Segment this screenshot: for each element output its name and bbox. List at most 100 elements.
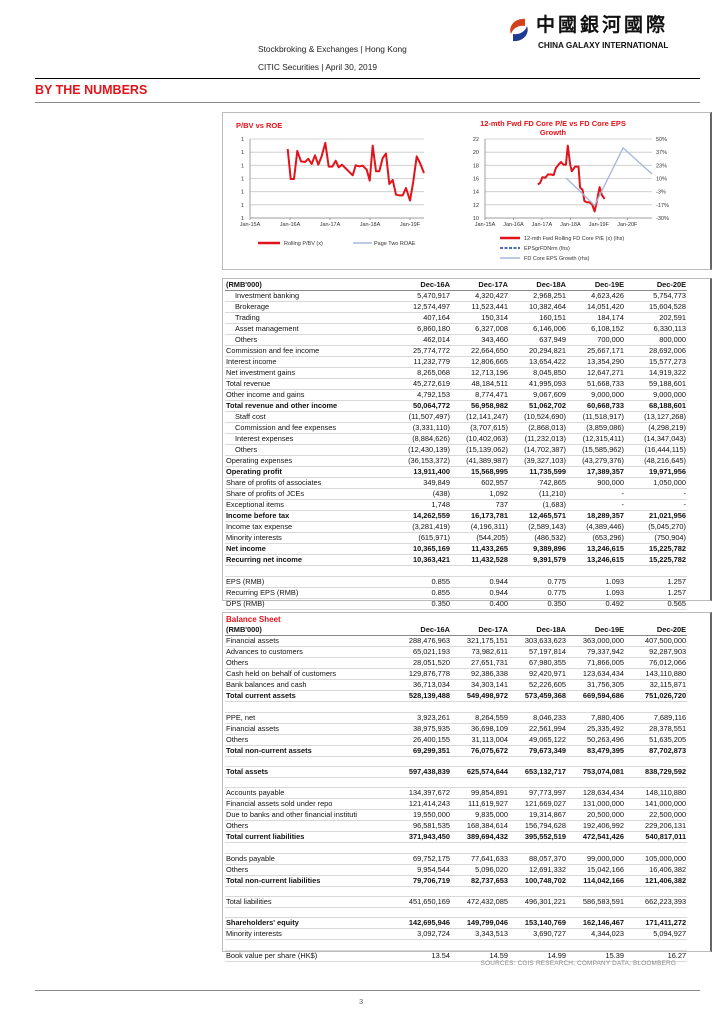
cell-value: 87,702,873 bbox=[625, 745, 688, 757]
table-row: Net income 10,365,169 11,433,265 9,389,896 1… bbox=[225, 543, 687, 556]
column-header: (RMB'000) bbox=[225, 280, 393, 292]
cell-value: 19,550,000 bbox=[393, 809, 451, 822]
cell-value: 184,174 bbox=[567, 312, 625, 325]
cell-value: 31,113,004 bbox=[451, 734, 509, 746]
cell-value: 15,577,273 bbox=[625, 356, 687, 369]
cell-value: 51,062,702 bbox=[509, 400, 567, 413]
cell-value: 753,074,081 bbox=[567, 766, 625, 779]
cell-value: 20,500,000 bbox=[567, 809, 625, 822]
cell-value: 0.565 bbox=[625, 598, 687, 610]
row-label: Exceptional items bbox=[225, 499, 393, 512]
cell-value: (615,971) bbox=[393, 532, 451, 545]
cell-value: - bbox=[567, 499, 625, 512]
cell-value: 288,476,963 bbox=[393, 635, 451, 648]
cell-value: 1.093 bbox=[567, 576, 625, 588]
table-row: Investment banking 5,470,917 4,320,427 2,96… bbox=[225, 290, 687, 303]
cell-value bbox=[509, 777, 567, 789]
cell-value: (15,585,962) bbox=[567, 444, 625, 457]
series-line-2 bbox=[565, 147, 653, 207]
cell-value: 573,459,368 bbox=[509, 690, 567, 703]
cell-value: (2,868,013) bbox=[509, 422, 567, 435]
row-label: Income before tax bbox=[225, 510, 393, 523]
cell-value: 838,729,592 bbox=[625, 766, 688, 779]
cell-value: 12,806,665 bbox=[451, 356, 509, 369]
column-header: Dec-16A bbox=[393, 625, 451, 637]
cell-value bbox=[393, 842, 451, 854]
cell-value: 540,817,011 bbox=[625, 831, 688, 844]
y-tick-label: 1 bbox=[241, 177, 244, 183]
table-row bbox=[225, 842, 688, 854]
cell-value: 97,773,997 bbox=[509, 787, 567, 800]
table-row: Cash held on behalf of customers 129,876,… bbox=[225, 668, 688, 681]
cell-value: 5,754,773 bbox=[625, 290, 687, 303]
cell-value: 9,067,609 bbox=[509, 389, 567, 402]
cell-value: 27,651,731 bbox=[451, 657, 509, 670]
cell-value: 15,225,782 bbox=[625, 543, 687, 556]
table-row: Shareholders' equity 142,695,946 149,799,0… bbox=[225, 917, 688, 930]
cell-value: 18,289,357 bbox=[567, 510, 625, 523]
cell-value: 11,432,528 bbox=[451, 554, 509, 567]
cell-value: 9,835,000 bbox=[451, 809, 509, 822]
cell-value bbox=[625, 756, 688, 768]
cell-value bbox=[393, 756, 451, 768]
cell-value: 12,574,497 bbox=[393, 301, 451, 314]
cell-value: 68,188,601 bbox=[625, 400, 687, 413]
cell-value: (5,045,270) bbox=[625, 521, 687, 534]
cell-value: 143,110,880 bbox=[625, 668, 688, 681]
cell-value bbox=[393, 701, 451, 713]
table-row: Total liabilities 451,650,169 472,432,085 4… bbox=[225, 896, 688, 909]
column-header: (RMB'000) bbox=[225, 625, 393, 637]
x-tick-label: Jan-15A bbox=[475, 222, 496, 228]
x-tick-label: Jan-16A bbox=[503, 222, 524, 228]
cell-value: 41,995,093 bbox=[509, 378, 567, 391]
x-tick-label: Jan-18A bbox=[560, 222, 581, 228]
legend-label: 12-mth Fwd Rolling FD Core P/E (x) (lhs) bbox=[524, 236, 624, 242]
cell-value bbox=[567, 842, 625, 854]
cell-value: 202,591 bbox=[625, 312, 687, 325]
column-header: Dec-16A bbox=[393, 280, 451, 292]
company-logo bbox=[505, 16, 533, 44]
cell-value: 82,737,653 bbox=[451, 875, 509, 887]
cell-value: 131,000,000 bbox=[567, 798, 625, 811]
y2-tick-label: 37% bbox=[656, 150, 667, 156]
row-label: Income tax expense bbox=[225, 521, 393, 534]
cell-value: (12,315,411) bbox=[567, 433, 625, 446]
cell-value: 134,397,672 bbox=[393, 787, 451, 800]
cell-value: 9,954,544 bbox=[393, 864, 451, 876]
row-label: Staff cost bbox=[225, 411, 393, 424]
cell-value: 229,206,131 bbox=[625, 820, 688, 833]
cell-value: (653,296) bbox=[567, 532, 625, 545]
cell-value: 15,225,782 bbox=[625, 554, 687, 567]
cell-value: 528,139,488 bbox=[393, 690, 451, 703]
chart-title-line1: 12-mth Fwd FD Core P/E vs FD Core EPS bbox=[480, 119, 626, 128]
cell-value bbox=[451, 886, 509, 898]
table-row: Recurring EPS (RMB) 0.855 0.944 0.775 1.093 1… bbox=[225, 587, 687, 599]
cell-value: 156,794,628 bbox=[509, 820, 567, 833]
legend-label: Page Two ROAE bbox=[374, 241, 416, 247]
cell-value: 160,151 bbox=[509, 312, 567, 325]
row-label: Total revenue and other income bbox=[225, 400, 393, 413]
table-row: Others 96,581,535 168,384,614 156,794,628 19… bbox=[225, 820, 688, 833]
row-label bbox=[225, 701, 393, 713]
cell-value: 5,094,927 bbox=[625, 928, 688, 941]
cell-value: 343,460 bbox=[451, 334, 509, 347]
cell-value: 13,654,422 bbox=[509, 356, 567, 369]
cell-value: 21,021,956 bbox=[625, 510, 687, 523]
table-row: Others 28,051,520 27,651,731 67,980,355 71,8… bbox=[225, 657, 688, 670]
cell-value: 3,690,727 bbox=[509, 928, 567, 941]
cell-value: 48,184,511 bbox=[451, 378, 509, 391]
cell-value: 625,574,644 bbox=[451, 766, 509, 779]
cell-value: 0.944 bbox=[451, 576, 509, 588]
table-row: Financial assets 38,975,935 36,698,109 22,5… bbox=[225, 723, 688, 735]
cell-value: 36,698,109 bbox=[451, 723, 509, 735]
cell-value: (8,884,626) bbox=[393, 433, 451, 446]
table-row bbox=[225, 777, 688, 789]
cell-value bbox=[509, 701, 567, 713]
cell-value bbox=[393, 565, 451, 577]
row-label: Commission and fee expenses bbox=[225, 422, 393, 435]
cell-value: (750,904) bbox=[625, 532, 687, 545]
balance-sheet-table: Balance Sheet (RMB'000) Dec-16A Dec-17A Dec-… bbox=[225, 615, 688, 962]
table-row: Financial assets sold under repo 121,414,… bbox=[225, 798, 688, 811]
cell-value: 76,012,066 bbox=[625, 657, 688, 670]
row-label: Total revenue bbox=[225, 378, 393, 391]
